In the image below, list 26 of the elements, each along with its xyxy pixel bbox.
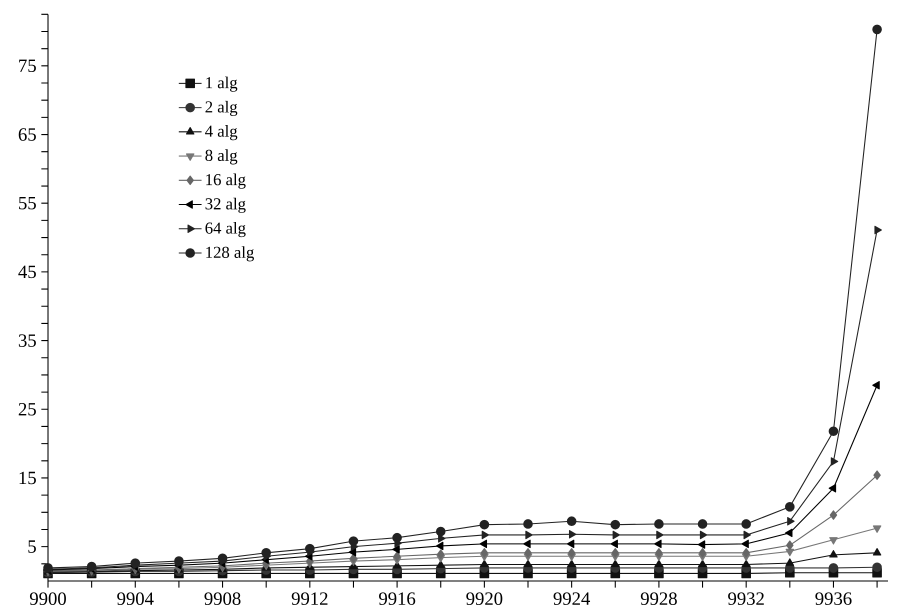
x-tick-label: 9900 <box>30 592 66 605</box>
legend-label: 64 alg <box>205 222 246 238</box>
legend-label: 4 alg <box>205 125 238 140</box>
y-tick-label: 5 <box>28 540 36 553</box>
y-tick-label: 45 <box>18 266 36 278</box>
x-tick-label: 9928 <box>640 592 677 605</box>
y-tick-label: 65 <box>18 128 36 141</box>
legend-label: 1 alg <box>206 76 238 92</box>
y-tick-label: 15 <box>20 472 36 484</box>
legend-label: 128 alg <box>206 246 254 262</box>
y-tick-label: 55 <box>19 197 36 210</box>
x-tick-label: 9904 <box>117 592 154 605</box>
y-tick-label: 25 <box>18 403 36 416</box>
y-tick-label: 75 <box>19 60 36 72</box>
x-tick-label: 9932 <box>728 592 764 605</box>
x-tick-label: 9908 <box>204 592 240 605</box>
legend-label: 16 alg <box>206 174 246 189</box>
legend-label: 2 alg <box>205 100 238 116</box>
legend-label: 8 alg <box>205 149 238 164</box>
x-tick-label: 9924 <box>554 592 590 605</box>
legend-label: 32 alg <box>206 198 246 213</box>
x-tick-label: 9936 <box>815 592 852 605</box>
x-tick-label: 9912 <box>292 592 328 605</box>
y-tick-label: 35 <box>18 334 36 347</box>
x-tick-label: 9920 <box>466 592 502 605</box>
x-tick-label: 9916 <box>379 592 416 605</box>
